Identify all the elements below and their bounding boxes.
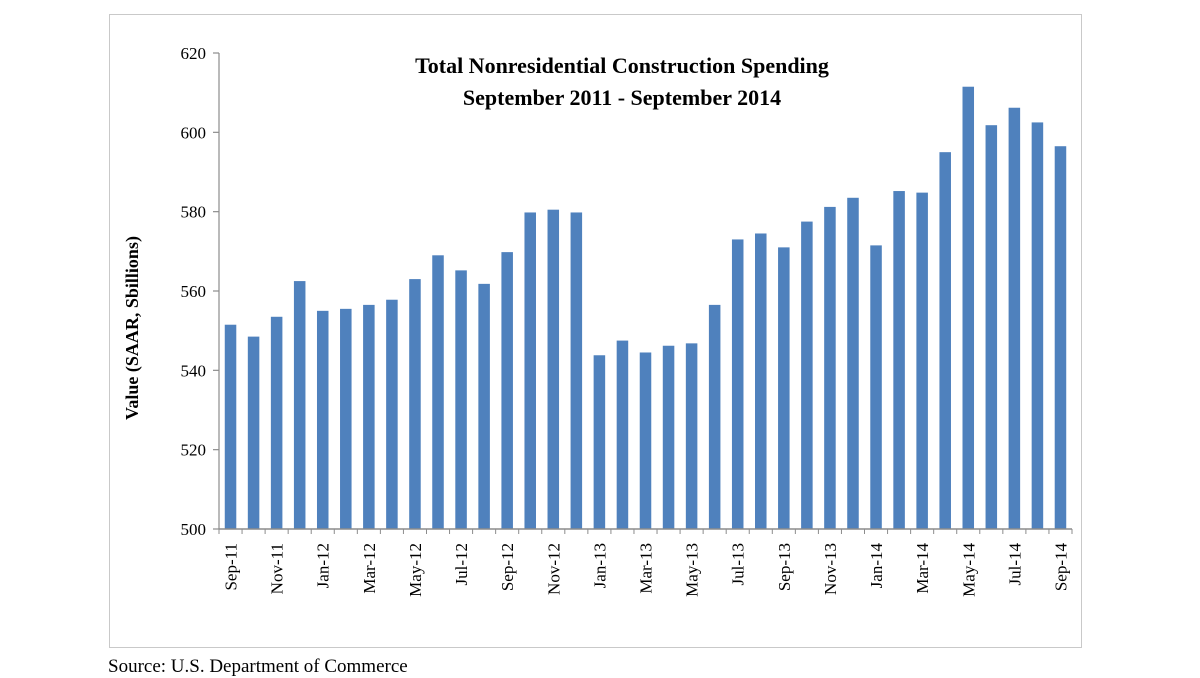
chart-frame: Total Nonresidential Construction Spendi… bbox=[109, 14, 1082, 648]
bar bbox=[755, 233, 767, 529]
x-tick-label: Jan-14 bbox=[867, 543, 886, 589]
bar bbox=[501, 252, 513, 530]
x-tick-label: Jul-13 bbox=[729, 543, 748, 586]
x-tick-label: May-12 bbox=[406, 543, 425, 597]
bar bbox=[939, 152, 951, 529]
y-tick-label: 600 bbox=[181, 123, 207, 142]
bar bbox=[524, 212, 536, 529]
bar bbox=[478, 283, 490, 529]
bar bbox=[801, 221, 813, 530]
bar bbox=[270, 316, 283, 529]
bar bbox=[616, 340, 629, 529]
bar bbox=[1008, 107, 1021, 530]
y-tick-label: 580 bbox=[181, 203, 207, 222]
x-tick-label: Jul-12 bbox=[452, 543, 471, 586]
plot-area: 500 520 540 560 580 600 620 Sep-11 Nov-11 Jan-12 M… bbox=[181, 44, 1073, 597]
x-tick-label: Sep-14 bbox=[1051, 543, 1070, 592]
x-tick-label: Jan-13 bbox=[590, 543, 609, 588]
bar bbox=[340, 308, 352, 529]
bar bbox=[685, 343, 698, 529]
bar bbox=[432, 255, 444, 530]
x-tick-label: Jul-14 bbox=[1005, 543, 1024, 586]
x-tick-label: Jan-12 bbox=[314, 543, 333, 588]
bar bbox=[547, 209, 560, 529]
bar bbox=[593, 355, 606, 529]
x-tick-label: May-13 bbox=[683, 543, 702, 597]
bar bbox=[916, 192, 928, 530]
bar bbox=[247, 336, 260, 529]
x-tick-label: Nov-11 bbox=[268, 543, 287, 594]
bar bbox=[824, 206, 836, 529]
chart-subtitle: September 2011 - September 2014 bbox=[463, 85, 781, 110]
bar bbox=[570, 212, 583, 529]
bar bbox=[293, 281, 306, 529]
bar bbox=[409, 279, 421, 529]
chart-title: Total Nonresidential Construction Spendi… bbox=[415, 53, 829, 78]
bar bbox=[778, 247, 790, 529]
bar bbox=[962, 86, 975, 529]
y-tick-label: 560 bbox=[181, 282, 207, 301]
x-tick-label: Mar-13 bbox=[637, 543, 656, 594]
bar bbox=[1054, 146, 1067, 529]
bar bbox=[1031, 122, 1044, 530]
bar bbox=[708, 304, 721, 529]
bar bbox=[455, 270, 467, 529]
bar bbox=[386, 299, 398, 529]
y-tick-label: 620 bbox=[181, 44, 207, 63]
bar bbox=[847, 197, 859, 530]
y-axis-label: Value (SAAR, Sbillions) bbox=[122, 236, 143, 420]
x-tick-label: May-14 bbox=[959, 543, 978, 597]
y-tick-label: 540 bbox=[181, 361, 207, 380]
bar bbox=[870, 245, 882, 529]
x-tick-label: Sep-13 bbox=[775, 543, 794, 591]
bar bbox=[224, 324, 237, 529]
x-tick-label: Mar-14 bbox=[913, 543, 932, 594]
bar bbox=[363, 304, 375, 529]
y-tick-label: 500 bbox=[181, 520, 207, 539]
x-tick-label: Nov-12 bbox=[544, 543, 563, 595]
x-tick-label: Sep-11 bbox=[222, 543, 241, 591]
x-tick-label: Mar-12 bbox=[360, 543, 379, 594]
x-tick-label: Sep-12 bbox=[498, 543, 517, 591]
source-note: Source: U.S. Department of Commerce bbox=[108, 656, 408, 677]
bar bbox=[731, 239, 744, 529]
bar bbox=[893, 191, 905, 530]
bar bbox=[639, 352, 652, 529]
bar bbox=[985, 125, 998, 530]
bar bbox=[316, 310, 329, 529]
bar-chart: Total Nonresidential Construction Spendi… bbox=[122, 44, 1073, 597]
bar bbox=[662, 345, 675, 529]
y-tick-label: 520 bbox=[181, 441, 207, 460]
x-tick-label: Nov-13 bbox=[821, 543, 840, 595]
